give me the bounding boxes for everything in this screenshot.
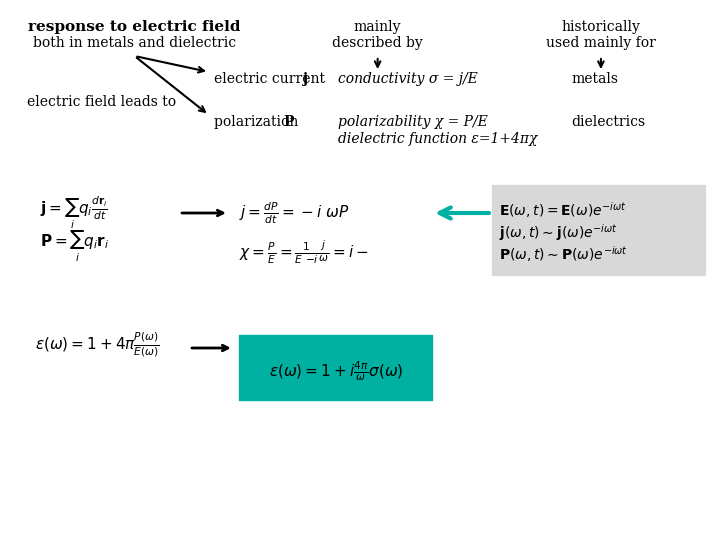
Text: $\mathbf{j} = \sum_i q_i \frac{d\mathbf{r}_i}{dt}$: $\mathbf{j} = \sum_i q_i \frac{d\mathbf{… bbox=[40, 195, 108, 231]
Text: used mainly for: used mainly for bbox=[546, 36, 656, 50]
Text: $\mathbf{P} = \sum_i q_i \mathbf{r}_i$: $\mathbf{P} = \sum_i q_i \mathbf{r}_i$ bbox=[40, 230, 109, 264]
Text: conductivity σ = j/E: conductivity σ = j/E bbox=[338, 72, 477, 86]
Text: dielectrics: dielectrics bbox=[571, 115, 645, 129]
Text: j: j bbox=[303, 72, 308, 86]
Text: $\varepsilon(\omega) = 1 + i\frac{4\pi}{\omega}\sigma(\omega)$: $\varepsilon(\omega) = 1 + i\frac{4\pi}{… bbox=[269, 360, 403, 383]
Text: $\chi = \frac{P}{E} = \frac{1}{E\ {-i}} \frac{j}{\omega} = i -$: $\chi = \frac{P}{E} = \frac{1}{E\ {-i}} … bbox=[239, 238, 369, 266]
Text: response to electric field: response to electric field bbox=[28, 20, 240, 34]
Text: P: P bbox=[284, 115, 294, 129]
Text: $\varepsilon(\omega) = 1 + 4\pi \frac{P(\omega)}{E(\omega)}$: $\varepsilon(\omega) = 1 + 4\pi \frac{P(… bbox=[35, 330, 161, 359]
Text: $\mathbf{j}(\omega,t) \sim \mathbf{j}(\omega)e^{-i\omega t}$: $\mathbf{j}(\omega,t) \sim \mathbf{j}(\o… bbox=[499, 222, 618, 243]
Text: $\mathbf{P}(\omega,t) \sim \mathbf{P}(\omega)e^{-i\omega t}$: $\mathbf{P}(\omega,t) \sim \mathbf{P}(\o… bbox=[499, 244, 628, 264]
Text: polarizability χ = P/E: polarizability χ = P/E bbox=[338, 115, 487, 129]
Text: described by: described by bbox=[332, 36, 423, 50]
Text: $\mathbf{E}(\omega,t) = \mathbf{E}(\omega)e^{-i\omega t}$: $\mathbf{E}(\omega,t) = \mathbf{E}(\omeg… bbox=[499, 200, 626, 220]
FancyBboxPatch shape bbox=[239, 335, 432, 400]
Text: electric current: electric current bbox=[214, 72, 329, 86]
Text: historically: historically bbox=[562, 20, 640, 34]
FancyBboxPatch shape bbox=[492, 185, 705, 275]
Text: polarization: polarization bbox=[214, 115, 302, 129]
Text: $j = \frac{dP}{dt} = -i\ \omega P$: $j = \frac{dP}{dt} = -i\ \omega P$ bbox=[239, 200, 349, 226]
Text: metals: metals bbox=[571, 72, 618, 86]
Text: mainly: mainly bbox=[354, 20, 401, 34]
Text: both in metals and dielectric: both in metals and dielectric bbox=[33, 36, 236, 50]
Text: electric field leads to: electric field leads to bbox=[27, 95, 176, 109]
Text: dielectric function ε=1+4πχ: dielectric function ε=1+4πχ bbox=[338, 132, 537, 146]
